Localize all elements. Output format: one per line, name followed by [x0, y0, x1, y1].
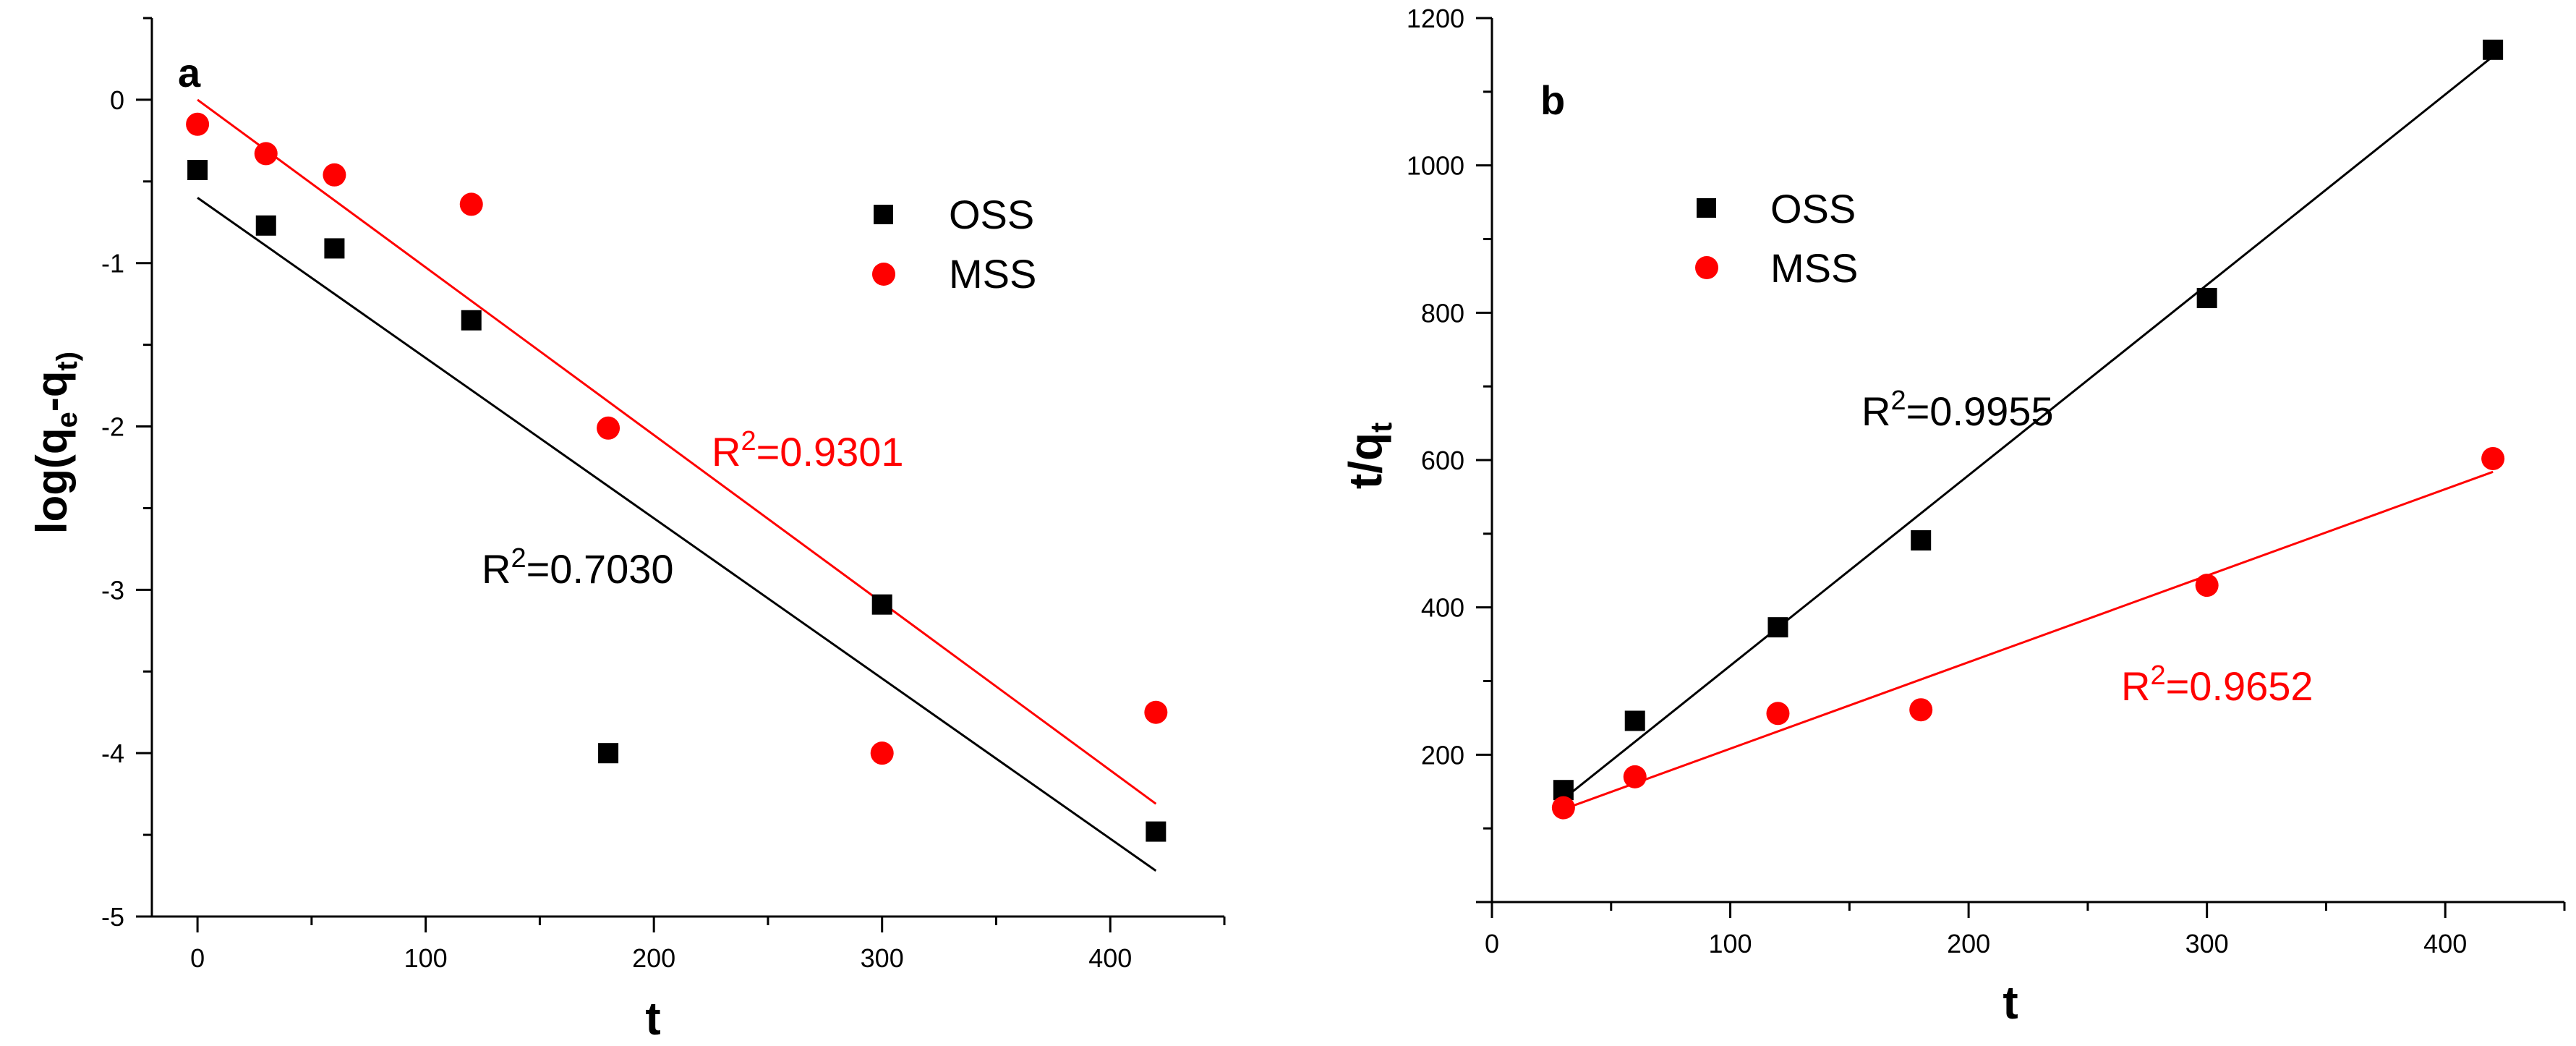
- panel-b-y-axis-title: t/qt: [1339, 422, 1398, 489]
- panel-b-y-tick-label: 200: [1421, 740, 1464, 770]
- panel-a-y-tick-label: -5: [101, 902, 124, 932]
- panel-b-x-tick-label: 200: [1947, 929, 1990, 958]
- panel-b-y-tick-label: 400: [1421, 593, 1464, 623]
- panel-a-x-axis-title: t: [645, 992, 660, 1045]
- r2-value: =0.9955: [1906, 388, 2054, 434]
- panel-a-y-title-mid: -q: [27, 371, 76, 412]
- legend-label-oss: OSS: [1770, 186, 1856, 231]
- panel-a-mss-point: [1144, 700, 1168, 724]
- r2-superscript: 2: [2150, 660, 2165, 691]
- panel-a-y-title-sub-e: e: [51, 412, 83, 428]
- panel-a-y-title-sub-t: t): [51, 352, 83, 371]
- legend-label-mss: MSS: [949, 251, 1036, 297]
- panel-a-oss-point: [255, 215, 276, 236]
- panel-a-x-tick-label: 400: [1088, 943, 1132, 973]
- panel-b-oss-point: [1624, 710, 1645, 731]
- panel-a: a log(qe-qt) t OSS MSS R2=0.7030 R2=0.93…: [27, 17, 1226, 1045]
- r2-superscript: 2: [1890, 386, 1906, 416]
- panel-b-x-tick-label: 300: [2185, 929, 2229, 958]
- panel-a-x-tick-label: 100: [404, 943, 448, 973]
- panel-a-mss-r2-annotation: R2=0.9301: [712, 426, 904, 475]
- panel-b-mss-point: [2481, 446, 2505, 470]
- panel-a-y-title-base: log(q: [27, 428, 76, 534]
- panel-b-y-tick-label: 1200: [1407, 4, 1464, 33]
- panel-a-oss-point: [324, 238, 345, 259]
- panel-a-mss-point: [186, 112, 210, 136]
- panel-a-y-tick-label: -1: [101, 249, 124, 278]
- panel-a-y-tick-label: -4: [101, 739, 124, 768]
- panel-a-oss-point: [871, 594, 892, 615]
- panel-a-mss-fit-line: [197, 98, 1157, 805]
- panel-b: b t/qt t OSS MSS R2=0.9955 R2=0.9652 0 10…: [1339, 4, 2566, 1029]
- panel-b-x-tick-label: 400: [2423, 929, 2467, 958]
- legend-marker-mss: [1695, 256, 1718, 279]
- panel-a-mss-point: [870, 741, 894, 765]
- panel-b-y-title-sub: t: [1364, 422, 1398, 433]
- panel-a-x-tick-label: 200: [632, 943, 675, 973]
- r2-superscript: 2: [741, 426, 756, 456]
- panel-b-mss-point: [1551, 796, 1575, 820]
- panel-b-x-tick-label: 100: [1709, 929, 1752, 958]
- panel-b-y-tick-label: 600: [1421, 446, 1464, 475]
- panel-a-mss-point: [597, 416, 620, 440]
- panel-a-oss-r2-annotation: R2=0.7030: [482, 543, 674, 592]
- panel-a-oss-fit-line: [197, 197, 1157, 872]
- panel-b-mss-point: [1623, 765, 1647, 788]
- panel-b-legend: OSS MSS: [1695, 186, 1858, 291]
- r2-value: =0.9652: [2166, 663, 2313, 709]
- panel-b-oss-r2-annotation: R2=0.9955: [1861, 386, 2054, 434]
- panel-a-label: a: [178, 50, 201, 95]
- panel-a-x-tick-label: 0: [190, 943, 205, 973]
- panel-b-oss-point: [2196, 287, 2217, 308]
- panel-a-y-tick-label: 0: [110, 85, 124, 115]
- legend-marker-oss: [1697, 198, 1716, 218]
- panel-b-x-axis-title: t: [2003, 977, 2018, 1029]
- panel-b-oss-fit-line: [1562, 55, 2494, 800]
- panel-b-mss-point: [1909, 698, 1933, 722]
- panel-a-x-tick-label: 300: [861, 943, 904, 973]
- panel-a-mss-point: [254, 142, 278, 166]
- panel-b-mss-point: [2195, 574, 2219, 598]
- r2-value: =0.7030: [526, 546, 674, 592]
- panel-a-y-tick-label: -3: [101, 575, 124, 605]
- panel-a-oss-point: [598, 743, 619, 764]
- panel-b-label: b: [1540, 77, 1565, 123]
- panel-a-y-tick-label: -2: [101, 412, 124, 442]
- panel-a-oss-point: [461, 310, 482, 331]
- panel-b-y-title-base: t/q: [1339, 433, 1391, 489]
- panel-b-y-tick-label: 1000: [1407, 151, 1464, 181]
- panel-a-oss-point: [187, 160, 208, 181]
- panel-b-oss-point: [1911, 530, 1932, 550]
- legend-label-mss: MSS: [1770, 245, 1858, 291]
- panel-b-mss-r2-annotation: R2=0.9652: [2121, 660, 2313, 709]
- panel-b-oss-point: [2483, 39, 2504, 60]
- panel-a-legend: OSS MSS: [872, 192, 1036, 297]
- panel-b-x-tick-label: 0: [1485, 929, 1499, 958]
- r2-superscript: 2: [511, 543, 526, 574]
- panel-a-y-axis-title: log(qe-qt): [27, 352, 83, 534]
- panel-b-mss-point: [1766, 702, 1790, 726]
- panel-b-mss-fit-line: [1563, 470, 2494, 811]
- panel-a-mss-point: [459, 192, 483, 216]
- panel-b-y-tick-label: 800: [1421, 298, 1464, 328]
- legend-label-oss: OSS: [949, 192, 1034, 237]
- panel-a-oss-point: [1146, 821, 1167, 842]
- panel-b-oss-point: [1767, 617, 1788, 638]
- legend-marker-oss: [874, 205, 893, 224]
- panel-a-mss-point: [323, 163, 346, 187]
- r2-value: =0.9301: [756, 429, 904, 475]
- legend-marker-mss: [872, 263, 895, 286]
